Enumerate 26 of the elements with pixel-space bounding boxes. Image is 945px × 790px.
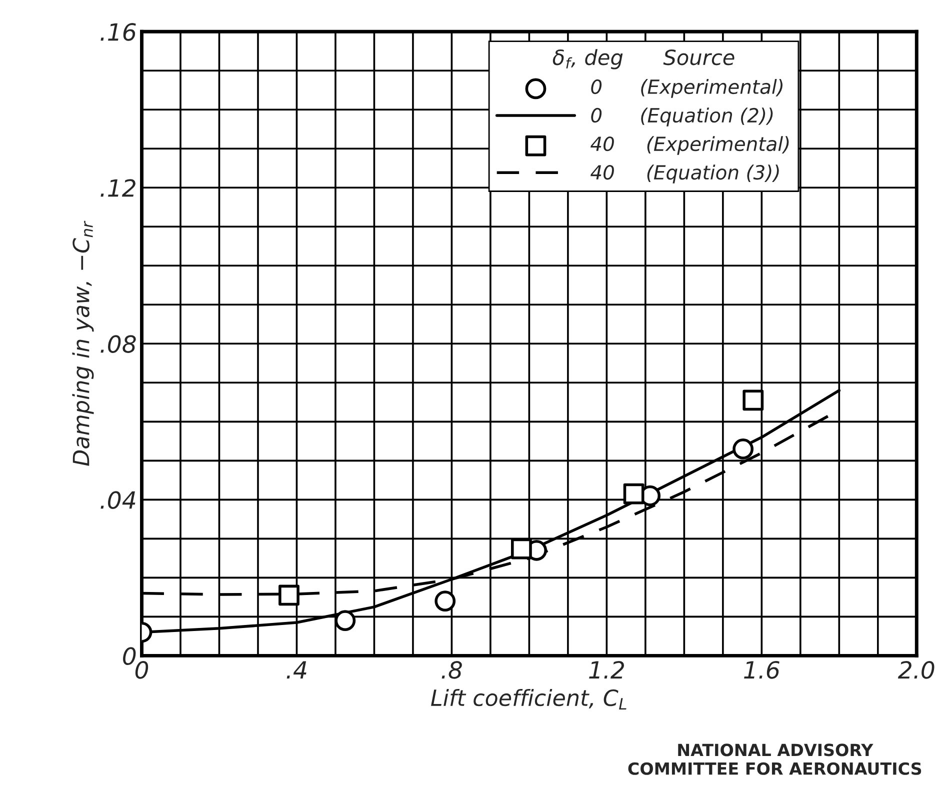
point (742, 390, 764, 411)
x-tick-label: .4 (286, 661, 306, 678)
point (732, 438, 754, 460)
legend-label: 40 (Equation (3)) (590, 164, 779, 184)
x-axis-title: Lift coefficient, C$_{L}$ (431, 688, 626, 710)
point (623, 483, 644, 504)
legend-title: δ$_{f}$, deg Source (552, 49, 734, 70)
y-axis-title: Damping in yaw, −C$_{nr}$ (72, 220, 94, 466)
y-tick-label: .16 (100, 23, 136, 41)
y-tick-label: .04 (100, 491, 136, 509)
legend-label: 0 (Equation (2)) (591, 108, 773, 126)
text: NATIONAL ADVISORY COMMITTEE FOR AERONAUTICS (628, 744, 922, 775)
x-tick-label: 1.6 (744, 660, 780, 679)
y-tick-label: 0 (123, 647, 136, 666)
y-tick-label: .08 (100, 335, 136, 353)
point (511, 538, 532, 560)
point (334, 610, 356, 632)
x-tick-label: 0 (135, 660, 148, 679)
y-tick-label: .12 (100, 179, 136, 197)
x-tick-label: 1.2 (589, 660, 624, 678)
legend-label: 0 (Experimental) (591, 79, 782, 98)
legend-label: 40 (Experimental) (590, 136, 789, 155)
x-tick-label: .8 (442, 660, 462, 679)
x-tick-label: 2.0 (898, 660, 934, 679)
point (434, 590, 456, 612)
point (278, 584, 300, 606)
